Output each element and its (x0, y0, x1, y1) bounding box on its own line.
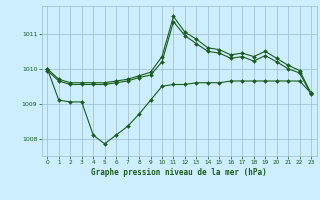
X-axis label: Graphe pression niveau de la mer (hPa): Graphe pression niveau de la mer (hPa) (91, 168, 267, 177)
